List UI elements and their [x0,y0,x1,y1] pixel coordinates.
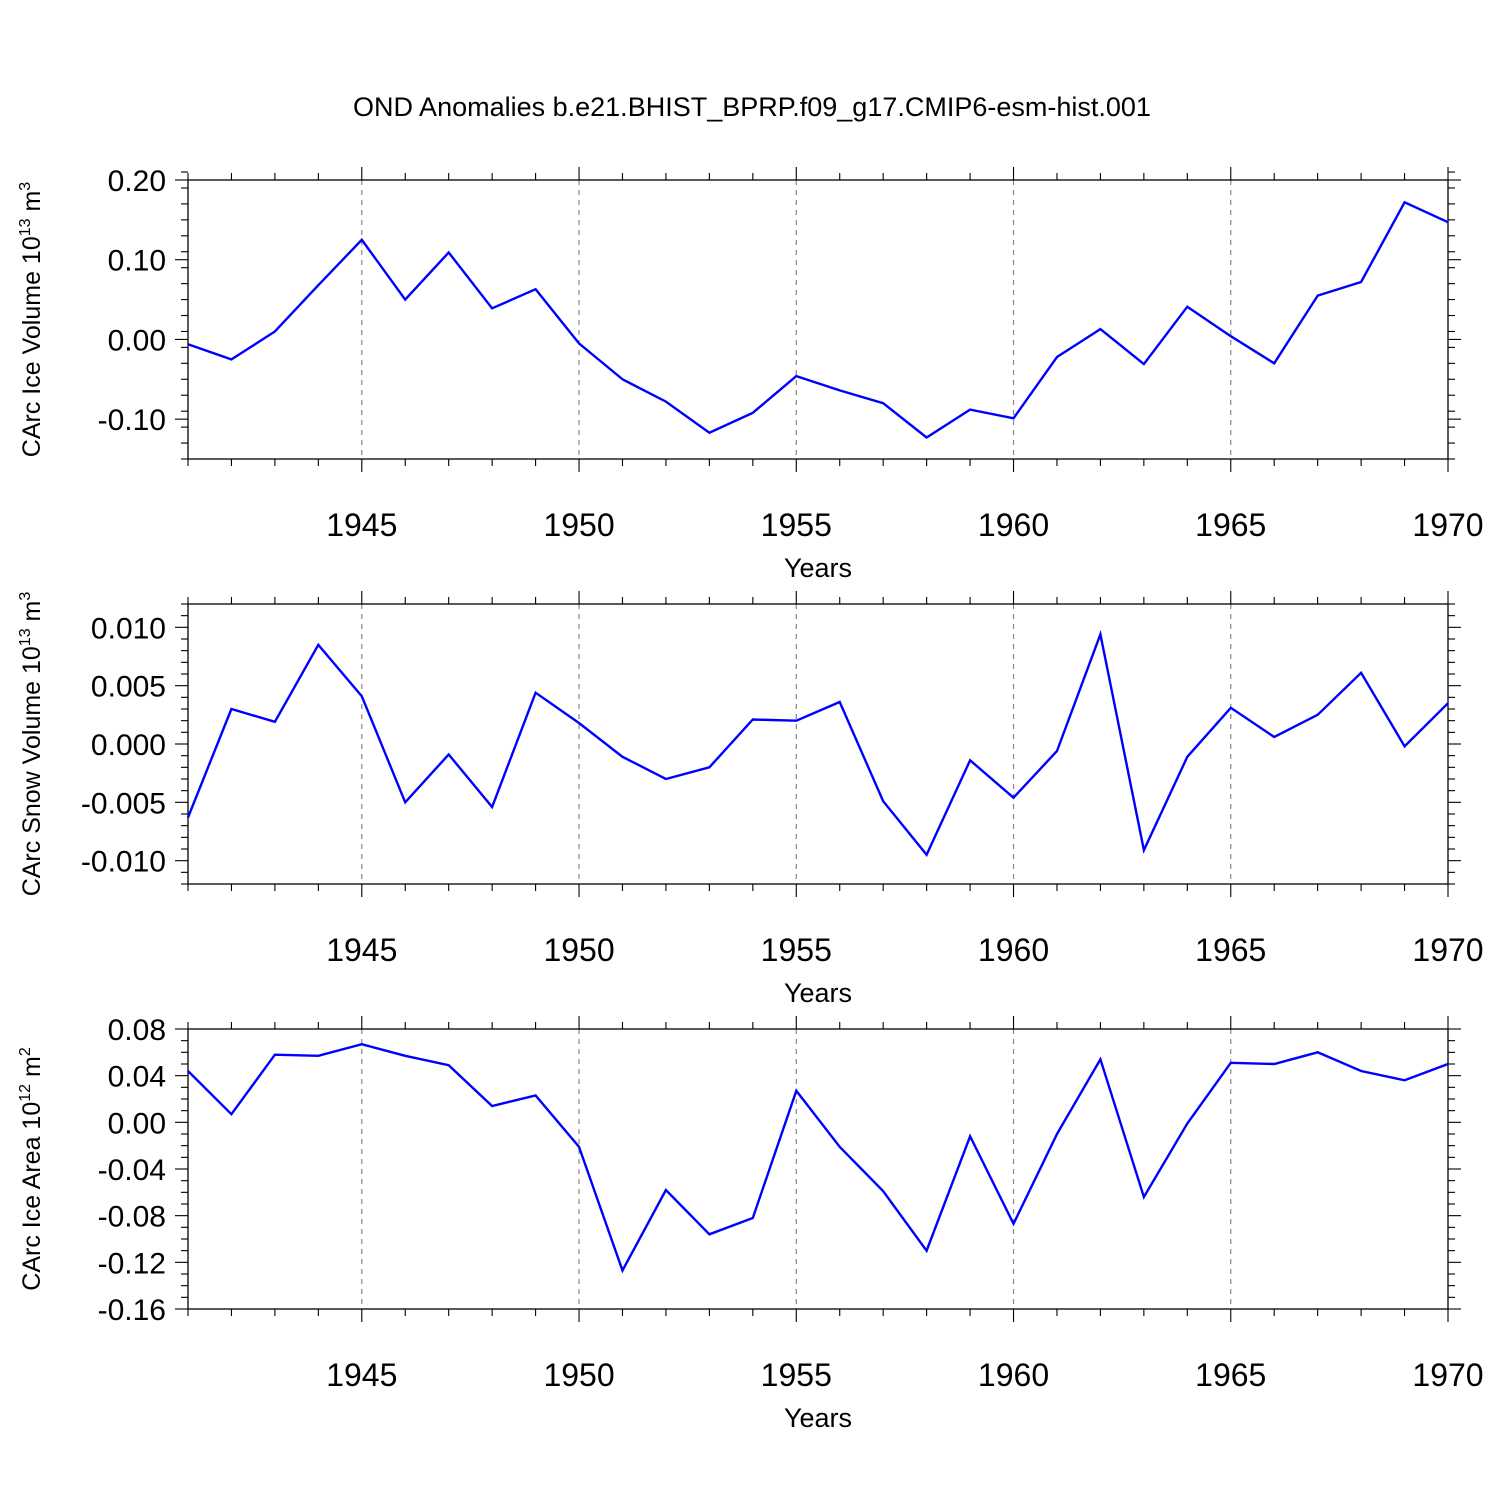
y-tick-label: 0.010 [91,612,166,645]
x-tick-label: 1970 [1412,1357,1483,1393]
y-tick-label: -0.005 [81,787,166,820]
figure-title: OND Anomalies b.e21.BHIST_BPRP.f09_g17.C… [353,92,1151,122]
y-tick-label: 0.00 [108,1107,166,1140]
chart-panel-2: 0.010 0.005 0.000 -0.005 -0.010 1945 1950 1955 1… [17,591,1484,1008]
x-tick-label: 1950 [543,1357,614,1393]
y-axis-label-ylabel-exp: 13 [17,628,34,646]
x-tick-label: 1955 [761,1357,832,1393]
y-tick-label: -0.010 [81,846,166,879]
y-axis-label-ylabel-main: CArc Ice Area 10 [18,1102,46,1291]
x-tick-label: 1965 [1195,1357,1266,1393]
x-tick-label: 1960 [978,507,1049,543]
plot-frame [187,179,1449,460]
x-tick-label: 1970 [1412,932,1483,968]
panels: 0.20 0.10 0.00 -0.10 1945 1950 1955 1960 1965 197… [17,165,1484,1433]
x-tick-label: 1960 [978,932,1049,968]
x-tick-label: 1970 [1412,507,1483,543]
y-axis-label-ylabel-unit-exp: 3 [17,592,34,601]
y-tick-label: 0.08 [108,1014,166,1047]
y-axis-label-ylabel-main: CArc Ice Volume 10 [18,236,46,457]
x-axis-label: Years [784,553,852,583]
y-tick-label: 0.20 [108,165,166,198]
x-tick-label: 1965 [1195,932,1266,968]
chart-panel-1: 0.20 0.10 0.00 -0.10 1945 1950 1955 1960 1965 197… [17,165,1484,583]
y-axis-label-ylabel-main: CArc Snow Volume 10 [18,646,46,896]
x-tick-label: 1950 [543,507,614,543]
x-tick-label: 1945 [326,507,397,543]
y-tick-label: 0.000 [91,729,166,762]
x-tick-label: 1965 [1195,507,1266,543]
x-tick-label: 1950 [543,932,614,968]
x-tick-label: 1945 [326,932,397,968]
x-axis-label: Years [784,978,852,1008]
y-axis-label-ylabel-unit-exp: 2 [17,1047,34,1056]
x-tick-label: 1960 [978,1357,1049,1393]
x-tick-label: 1945 [326,1357,397,1393]
y-axis-label-ylabel-unit: m [18,601,46,629]
x-tick-label: 1955 [761,507,832,543]
series-line [187,1042,1449,1274]
y-tick-label: 0.04 [108,1061,166,1094]
plot-frame [187,1028,1449,1310]
y-tick-label: -0.04 [98,1154,166,1187]
plot-frame [187,603,1449,885]
y-axis-label: CArc Snow Volume 1013 m3 [17,592,46,897]
y-axis-label: CArc Ice Volume 1013 m3 [17,182,46,458]
x-axis-label: Years [784,1403,852,1433]
series-line [187,200,1449,439]
y-axis-label-ylabel-unit: m [18,191,46,219]
chart-panel-3: 0.08 0.04 0.00 -0.04 -0.08 -0.12 -0.16 1945 1950… [17,1014,1484,1433]
x-tick-label: 1955 [761,932,832,968]
y-tick-label: 0.005 [91,671,166,704]
y-tick-label: -0.16 [98,1294,166,1327]
y-tick-label: 0.00 [108,324,166,357]
series-line [186,629,1449,858]
y-axis-label-ylabel-exp: 12 [17,1084,34,1102]
y-axis-label: CArc Ice Area 1012 m2 [17,1047,46,1291]
y-axis-label-ylabel-unit-exp: 3 [17,182,34,191]
y-tick-label: -0.10 [98,404,166,437]
y-axis-label-ylabel-unit: m [18,1056,46,1084]
y-tick-label: 0.10 [108,245,166,278]
y-axis-label-ylabel-exp: 13 [17,218,34,236]
y-tick-label: -0.12 [98,1247,166,1280]
y-tick-label: -0.08 [98,1201,166,1234]
